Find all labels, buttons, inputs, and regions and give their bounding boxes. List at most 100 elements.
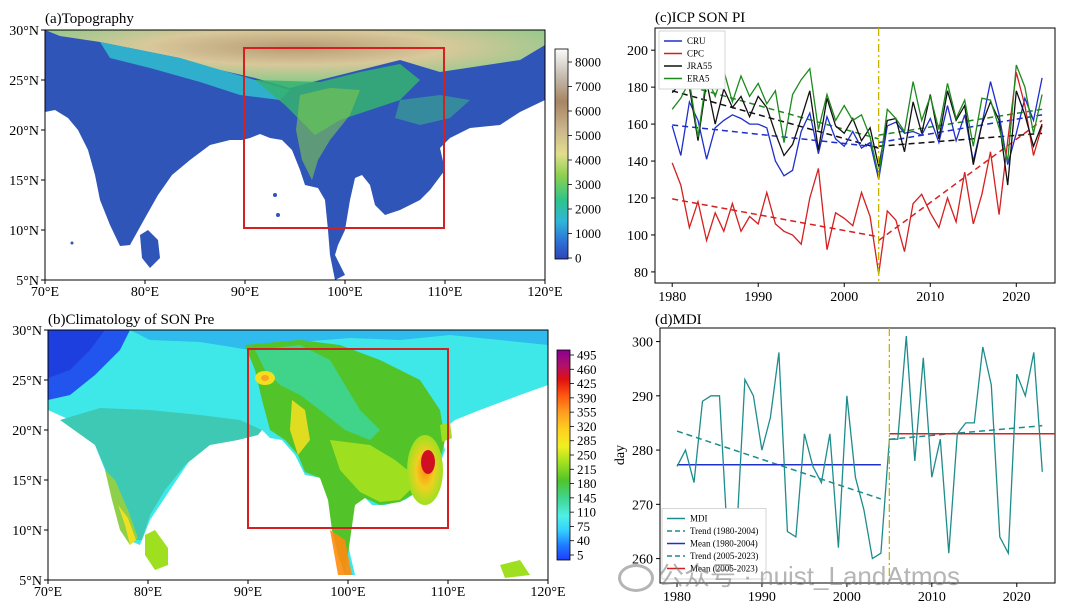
panel-b-lat-tick: 25°N	[12, 374, 42, 389]
panel-d-xtick-label: 2020	[1003, 590, 1031, 605]
panel-a-sri-lanka	[140, 230, 160, 268]
panel-c-series-jra55	[671, 81, 1043, 186]
panel-c-legend-label: CPC	[687, 49, 704, 59]
panel-a-map	[45, 30, 545, 280]
panel-d-legend: MDI Trend (1980-2004) Mean (1980-2004) Tren…	[661, 508, 767, 580]
panel-a-study-box	[243, 47, 445, 229]
panel-c-xtick-label: 2020	[1002, 290, 1030, 305]
panel-a-lat-tick: 20°N	[9, 124, 39, 139]
panel-a-colorbar-tick-label: 8000	[575, 55, 601, 70]
panel-d-ytick-label: 290	[632, 390, 653, 405]
panel-b-lon-ticks: 70°E 80°E 90°E 100°E 110°E 120°E	[34, 580, 566, 600]
panel-a-colorbar-tick-label: 5000	[575, 128, 601, 143]
panel-b-colorbar-tick-label: 355	[577, 405, 597, 420]
panel-a-topography: (a)Topography 70°E 80°E 90°E 100°E	[9, 11, 601, 300]
panel-d-title: (d)MDI	[655, 312, 702, 328]
panel-d-trend-line	[889, 424, 1043, 440]
panel-a-lon-tick: 90°E	[231, 285, 259, 300]
panel-b-lon-tick: 100°E	[330, 585, 365, 600]
panel-d-legend-label: Mean (2005-2023)	[690, 564, 758, 574]
panel-a-colorbar-tick-label: 0	[575, 251, 582, 266]
panel-b-map	[48, 330, 548, 580]
watermark: 公众号 · nuist_LandAtmos	[618, 556, 960, 593]
panel-b-lon-tick: 70°E	[34, 585, 62, 600]
panel-a-title: (a)Topography	[45, 11, 134, 27]
panel-a-lat-tick: 25°N	[9, 74, 39, 89]
panel-b-colorbar: 5407511014518021525028532035539042546049…	[556, 348, 597, 563]
panel-c-ytick-label: 160	[627, 118, 648, 133]
panel-a-colorbar-tick-label: 3000	[575, 177, 601, 192]
panel-c-trend-line	[672, 80, 879, 140]
panel-c-xtick-label: 2000	[830, 290, 858, 305]
panel-d-xtick-label: 2000	[833, 590, 861, 605]
panel-a-colorbar-tick-label: 1000	[575, 226, 601, 241]
panel-a-lat-tick: 15°N	[9, 174, 39, 189]
panel-d-legend-label: MDI	[690, 514, 708, 524]
panel-a-colorbar-tick-label: 6000	[575, 104, 601, 119]
panel-c-trend-line	[878, 108, 1043, 136]
panel-a-lat-tick: 30°N	[9, 24, 39, 39]
panel-d-legend-label: Trend (1980-2004)	[690, 526, 758, 536]
panel-c-trend-line	[672, 90, 879, 149]
panel-c-xtick-label: 1990	[744, 290, 772, 305]
panel-c-ytick-label: 200	[627, 44, 648, 59]
panel-d-xtick-label: 1980	[663, 590, 691, 605]
panel-d-trend-line	[676, 430, 882, 500]
panel-a-lon-tick: 120°E	[527, 285, 562, 300]
panel-d-ytick-label: 300	[632, 336, 653, 351]
panel-b-colorbar-tick-label: 250	[577, 448, 597, 463]
panel-b-colorbar-tick-label: 215	[577, 462, 597, 477]
panel-b-lon-tick: 120°E	[530, 585, 565, 600]
panel-a-land	[45, 30, 545, 280]
panel-a-tibetan-plateau	[45, 30, 545, 88]
panel-c-series-cpc	[671, 72, 1043, 274]
panel-a-lon-tick: 110°E	[428, 285, 463, 300]
panel-a-lat-ticks: 5°N 10°N 15°N 20°N 25°N 30°N	[9, 24, 45, 289]
wechat-icon	[618, 564, 654, 593]
panel-c-ytick-label: 140	[627, 155, 648, 170]
panel-a-colorbar: 0 1000 2000 3000 4000 5000 6000 7000 8000	[554, 48, 601, 266]
panel-a-colorbar-tick-label: 2000	[575, 202, 601, 217]
panel-b-study-box	[247, 348, 449, 529]
panel-d-mdi: (d)MDI day 1980 1990 2000 2010 2020 260 270 280…	[613, 312, 1056, 605]
panel-c-xtick-label: 2010	[916, 290, 944, 305]
panel-b-lat-tick: 15°N	[12, 474, 42, 489]
panel-b-colorbar-tick-label: 180	[577, 476, 597, 491]
panel-c-series-era5	[671, 64, 1043, 176]
panel-b-colorbar-tick-label: 460	[577, 362, 597, 377]
panel-b-lat-ticks: 5°N 10°N 15°N 20°N 25°N 30°N	[12, 324, 48, 589]
panel-b-lat-tick: 10°N	[12, 524, 42, 539]
panel-d-legend-label: Mean (1980-2004)	[690, 539, 758, 549]
panel-b-frame	[47, 329, 549, 581]
panel-c-legend-label: ERA5	[687, 74, 710, 84]
panel-d-ylabel: day	[613, 445, 628, 465]
panel-c-ytick-label: 80	[634, 266, 648, 281]
panel-d-xtick-label: 1990	[748, 590, 776, 605]
panel-b-lon-tick: 110°E	[431, 585, 466, 600]
panel-a-frame	[44, 29, 546, 281]
panel-d-ytick-label: 280	[632, 444, 653, 459]
panel-c-trend-line	[878, 132, 1043, 148]
panel-c-trend-line	[878, 119, 1043, 242]
panel-c-ytick-label: 120	[627, 192, 648, 207]
panel-b-climatology: (b)Climatology of SON Pre	[12, 312, 596, 600]
panel-c-title: (c)ICP SON PI	[655, 10, 745, 26]
panel-b-title: (b)Climatology of SON Pre	[48, 312, 215, 328]
panel-c-trend-line	[672, 198, 879, 238]
panel-d-ytick-label: 270	[632, 498, 653, 513]
panel-d-xtick-label: 2010	[918, 590, 946, 605]
panel-b-colorbar-tick-label: 145	[577, 490, 597, 505]
panel-c-legend-label: CRU	[687, 36, 706, 46]
panel-a-lat-tick: 10°N	[9, 224, 39, 239]
panel-b-lon-tick: 90°E	[234, 585, 262, 600]
panel-b-lon-tick: 80°E	[134, 585, 162, 600]
panel-c-icp-son-pi: (c)ICP SON PI 1980 1990 2000 2010 2020 80 100 1…	[627, 10, 1056, 305]
panel-d-legend-label: Trend (2005-2023)	[690, 551, 758, 561]
panel-a-lat-tick: 5°N	[16, 274, 39, 289]
panel-c-ytick-label: 100	[627, 229, 648, 244]
panel-b-colorbar-tick-label: 5	[577, 548, 584, 563]
panel-a-lon-ticks: 70°E 80°E 90°E 100°E 110°E 120°E	[31, 280, 563, 300]
panel-b-colorbar-tick-label: 320	[577, 419, 597, 434]
panel-a-lon-tick: 70°E	[31, 285, 59, 300]
